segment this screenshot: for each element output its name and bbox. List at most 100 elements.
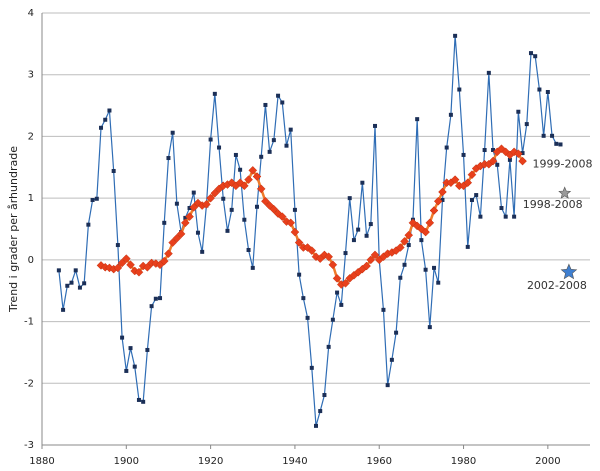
point: [200, 249, 205, 254]
point: [423, 267, 428, 272]
point: [143, 262, 152, 272]
point: [550, 133, 555, 138]
point: [301, 296, 306, 301]
point: [168, 238, 178, 247]
y-tick-label: 3: [28, 70, 34, 81]
point: [425, 218, 435, 228]
point: [554, 141, 559, 146]
x-tick-label: 1880: [29, 456, 54, 467]
y-tick-label: 4: [28, 8, 34, 19]
point: [246, 247, 251, 252]
point: [252, 172, 262, 181]
point: [134, 267, 144, 277]
point: [400, 236, 409, 246]
point: [486, 70, 491, 75]
point: [436, 280, 441, 285]
point: [61, 307, 66, 312]
point: [290, 227, 300, 237]
point: [516, 109, 521, 114]
point: [320, 250, 329, 260]
point: [448, 112, 453, 117]
point: [503, 214, 508, 219]
point: [309, 365, 314, 370]
point: [545, 89, 550, 94]
point: [402, 262, 407, 267]
point: [528, 51, 533, 56]
point: [463, 178, 473, 188]
star-marker: [560, 263, 578, 280]
point: [158, 296, 163, 301]
point: [305, 315, 310, 320]
point: [250, 265, 255, 270]
point: [533, 54, 538, 59]
point: [343, 251, 348, 256]
point: [432, 265, 437, 270]
point: [297, 272, 302, 277]
point: [360, 180, 365, 185]
point: [389, 357, 394, 362]
point: [164, 249, 173, 259]
point: [398, 275, 403, 280]
point: [507, 157, 512, 162]
point: [121, 254, 131, 263]
point: [191, 190, 196, 195]
point: [404, 230, 414, 240]
point: [491, 148, 496, 153]
point: [394, 330, 399, 335]
point: [117, 258, 127, 268]
point: [239, 181, 249, 191]
point: [335, 290, 340, 295]
point: [351, 238, 356, 243]
point: [499, 206, 504, 211]
point: [56, 268, 61, 273]
point: [328, 260, 338, 270]
point: [159, 256, 169, 266]
point: [339, 302, 344, 307]
point: [259, 154, 264, 159]
point: [558, 142, 563, 147]
point: [153, 296, 158, 301]
point: [488, 156, 498, 166]
point: [180, 218, 190, 228]
point: [212, 91, 217, 96]
point: [307, 246, 317, 255]
point: [86, 222, 91, 227]
point: [518, 156, 527, 166]
point: [111, 168, 116, 173]
point: [261, 196, 270, 206]
point: [90, 197, 95, 202]
star-label: 2002-2008: [527, 279, 587, 292]
point: [444, 145, 449, 150]
point: [189, 203, 199, 212]
point: [73, 268, 78, 273]
point: [326, 344, 331, 349]
point: [107, 108, 112, 113]
point: [69, 280, 74, 285]
x-tick-label: 2000: [535, 456, 560, 467]
point: [324, 252, 333, 262]
point: [170, 130, 175, 135]
point: [254, 204, 259, 209]
point: [221, 196, 226, 201]
point: [288, 127, 293, 132]
point: [461, 152, 466, 157]
point: [438, 187, 447, 197]
x-tick-label: 1980: [451, 456, 476, 467]
point: [415, 117, 420, 122]
y-tick-label: -3: [24, 440, 34, 451]
point: [395, 243, 405, 252]
point: [271, 138, 276, 143]
point: [233, 152, 238, 157]
point: [277, 212, 287, 222]
x-tick-label: 1920: [198, 456, 223, 467]
point: [429, 206, 439, 215]
point: [276, 93, 281, 98]
point: [210, 188, 220, 198]
point: [176, 229, 186, 239]
point: [541, 133, 546, 138]
point: [465, 244, 470, 249]
point: [450, 175, 460, 184]
point: [141, 399, 146, 404]
point: [362, 261, 371, 271]
